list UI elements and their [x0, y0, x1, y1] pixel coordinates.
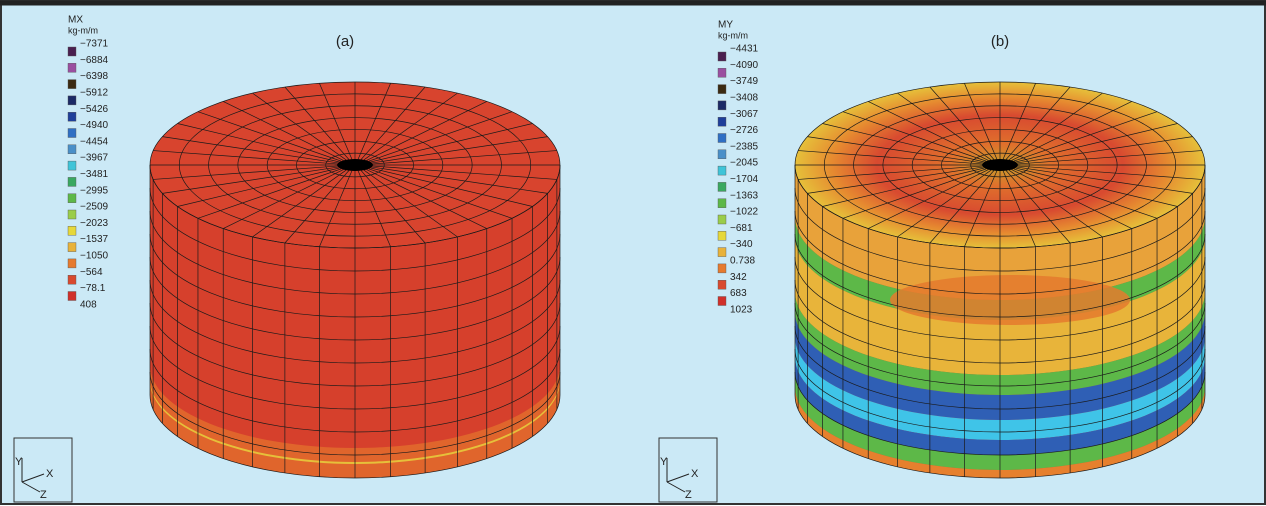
legend-swatch	[68, 210, 76, 219]
legend-swatch	[68, 129, 76, 138]
legend-swatch	[68, 243, 76, 252]
legend-swatch	[718, 231, 726, 240]
legend-title: MX	[68, 15, 83, 26]
legend-swatch	[68, 194, 76, 203]
pole	[982, 159, 1018, 171]
legend-value: −3967	[80, 153, 109, 164]
legend-swatch	[68, 275, 76, 284]
legend-value: −1704	[730, 174, 759, 185]
legend-value: −1050	[80, 251, 109, 262]
legend-swatch	[68, 63, 76, 72]
legend-swatch	[718, 117, 726, 126]
legend-swatch	[718, 134, 726, 143]
legend-value: −4940	[80, 120, 109, 131]
legend-value: 342	[730, 272, 747, 283]
legend-value: −78.1	[80, 283, 106, 294]
legend-value: 1023	[730, 304, 753, 315]
pole	[337, 159, 373, 171]
legend-value: −6398	[80, 71, 109, 82]
legend-unit: kg-m/m	[68, 25, 98, 35]
legend-swatch	[718, 182, 726, 191]
legend-value: 0.738	[730, 256, 755, 267]
triad-label: Z	[40, 489, 47, 501]
legend-swatch	[68, 259, 76, 268]
page: MXkg-m/m−7371−6884−6398−5912−5426−4940−4…	[0, 0, 1266, 506]
legend-swatch	[718, 280, 726, 289]
legend-value: −5426	[80, 104, 109, 115]
legend-value: −7371	[80, 39, 109, 50]
legend-value: −2995	[80, 185, 109, 196]
legend-value: −2385	[730, 141, 759, 152]
legend-value: −5912	[80, 88, 109, 99]
legend-swatch	[718, 166, 726, 175]
legend-value: 408	[80, 299, 97, 310]
triad-label: Y	[15, 456, 23, 468]
legend-value: −1363	[730, 190, 759, 201]
legend-swatch	[718, 52, 726, 61]
legend-value: −564	[80, 267, 103, 278]
triad-label: X	[691, 468, 699, 480]
legend-value: −2509	[80, 202, 109, 213]
triad-label: X	[46, 468, 54, 480]
figure: MXkg-m/m−7371−6884−6398−5912−5426−4940−4…	[0, 0, 1266, 506]
triad-label: Y	[660, 456, 668, 468]
legend-value: −3067	[730, 109, 759, 120]
legend-value: −2023	[80, 218, 109, 229]
legend-value: −6884	[80, 55, 109, 66]
legend-swatch	[68, 80, 76, 89]
legend-value: −4454	[80, 136, 109, 147]
panel-label: (b)	[991, 33, 1009, 50]
legend-unit: kg-m/m	[718, 30, 748, 40]
legend-swatch	[718, 297, 726, 306]
legend-value: 683	[730, 288, 747, 299]
legend-title: MY	[718, 20, 733, 31]
legend-value: −1537	[80, 234, 109, 245]
legend-swatch	[718, 199, 726, 208]
legend-value: −4431	[730, 44, 759, 55]
contour-blob	[890, 275, 1130, 325]
panel-label: (a)	[336, 33, 354, 50]
legend-swatch	[68, 161, 76, 170]
legend-swatch	[718, 150, 726, 159]
legend-value: −3408	[730, 93, 759, 104]
legend-swatch	[68, 177, 76, 186]
legend-swatch	[68, 96, 76, 105]
legend-swatch	[718, 215, 726, 224]
legend-value: −2045	[730, 158, 759, 169]
legend-swatch	[68, 292, 76, 301]
legend-swatch	[718, 101, 726, 110]
legend-swatch	[68, 47, 76, 56]
legend-swatch	[718, 264, 726, 273]
legend-value: −1022	[730, 207, 759, 218]
legend-swatch	[718, 85, 726, 94]
legend-swatch	[718, 68, 726, 77]
legend-swatch	[68, 145, 76, 154]
legend-value: −3481	[80, 169, 109, 180]
legend-value: −4090	[730, 60, 759, 71]
legend-swatch	[68, 226, 76, 235]
triad-label: Z	[685, 489, 692, 501]
legend-value: −681	[730, 223, 753, 234]
legend-value: −340	[730, 239, 753, 250]
legend-swatch	[718, 248, 726, 257]
legend-value: −3749	[730, 76, 759, 87]
legend-swatch	[68, 112, 76, 121]
legend-value: −2726	[730, 125, 759, 136]
